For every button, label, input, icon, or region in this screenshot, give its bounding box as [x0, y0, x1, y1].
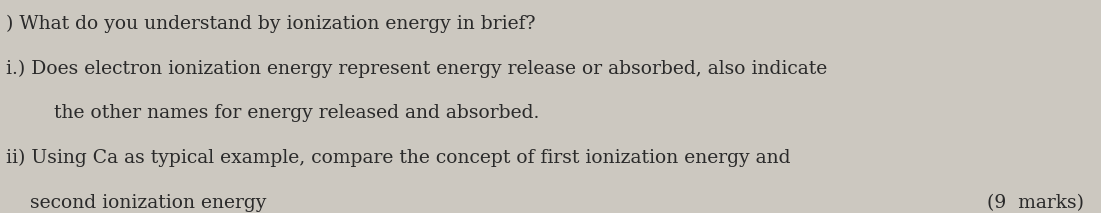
Text: (9  marks): (9 marks) [988, 194, 1084, 212]
Text: the other names for energy released and absorbed.: the other names for energy released and … [6, 104, 538, 122]
Text: second ionization energy: second ionization energy [6, 194, 265, 212]
Text: ii) Using Ca as typical example, compare the concept of first ionization energy : ii) Using Ca as typical example, compare… [6, 149, 791, 167]
Text: ) What do you understand by ionization energy in brief?: ) What do you understand by ionization e… [6, 15, 535, 33]
Text: i.) Does electron ionization energy represent energy release or absorbed, also i: i.) Does electron ionization energy repr… [6, 60, 827, 78]
